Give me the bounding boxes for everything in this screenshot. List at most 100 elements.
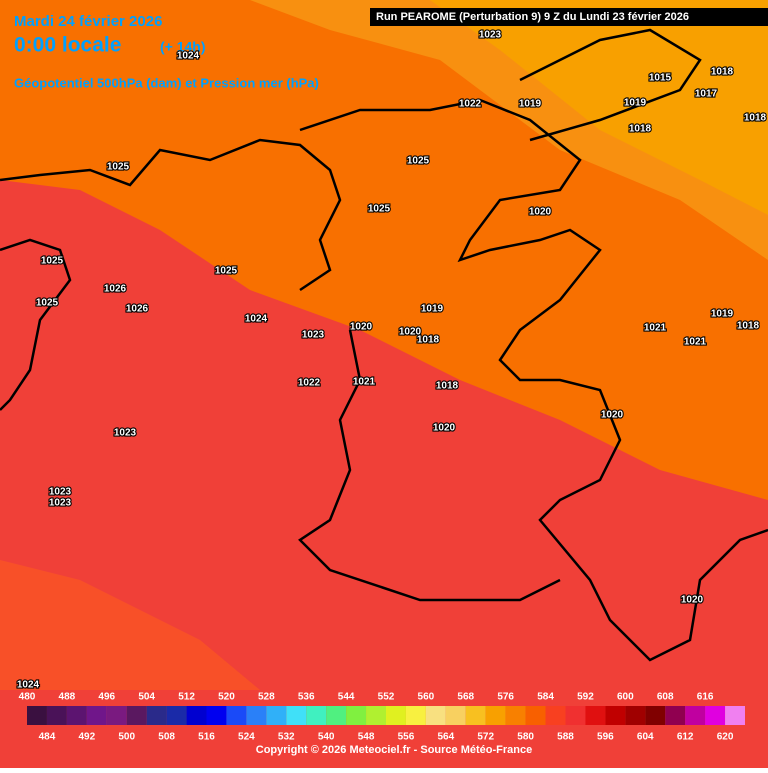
- legend-swatch: [665, 706, 686, 725]
- legend-swatch: [545, 706, 566, 725]
- legend-swatch: [27, 706, 47, 725]
- lead-time: (+ 14h): [160, 39, 206, 55]
- isobar-label: 1026: [104, 284, 127, 295]
- legend-label: 544: [338, 692, 355, 703]
- legend-label: 576: [497, 692, 514, 703]
- isobar-label: 1017: [695, 89, 718, 100]
- legend-swatch: [525, 706, 546, 725]
- isobar-label: 1020: [433, 423, 456, 434]
- isobar-label: 1020: [399, 327, 422, 338]
- isobar-label: 1022: [459, 99, 482, 110]
- legend-area: [0, 690, 768, 768]
- isobar-label: 1025: [368, 204, 391, 215]
- zone-580: [0, 560, 260, 690]
- coastline: [298, 329, 561, 602]
- run-title: Run PEAROME (Perturbation 9) 9 Z du Lund…: [376, 11, 689, 23]
- legend-label: 584: [537, 692, 554, 703]
- legend-swatch: [485, 706, 506, 725]
- legend-label: 496: [98, 692, 115, 703]
- legend-label: 568: [457, 692, 474, 703]
- isobar-label: 1020: [601, 410, 624, 421]
- legend-label: 512: [178, 692, 195, 703]
- isobar-label: 1023: [49, 498, 72, 509]
- coastlines: [0, 28, 768, 662]
- legend-swatch: [266, 706, 287, 725]
- isobar-label: 1021: [353, 377, 376, 388]
- legend-swatch: [605, 706, 626, 725]
- legend-label: 524: [238, 732, 255, 743]
- legend-label: 480: [19, 692, 36, 703]
- legend-swatch: [405, 706, 426, 725]
- legend-label: 620: [717, 732, 734, 743]
- coastline: [0, 238, 72, 411]
- isobar-label: 1025: [407, 156, 430, 167]
- isobar-label: 1020: [350, 322, 373, 333]
- isobar-label: 1021: [644, 323, 667, 334]
- legend-swatch: [246, 706, 267, 725]
- legend-label: 504: [138, 692, 155, 703]
- legend-swatch: [505, 706, 526, 725]
- isobar-label: 1018: [417, 335, 440, 346]
- legend-label: 608: [657, 692, 674, 703]
- legend-label: 508: [158, 732, 175, 743]
- legend-swatch: [146, 706, 167, 725]
- legend-label: 532: [278, 732, 295, 743]
- legend-swatch: [425, 706, 446, 725]
- legend-label: 488: [59, 692, 76, 703]
- isobar-label: 1015: [649, 73, 672, 84]
- isobar-label: 1025: [107, 162, 130, 173]
- legend-swatch: [645, 706, 666, 725]
- isobar-label: 1019: [624, 98, 647, 109]
- legend-swatch: [126, 706, 147, 725]
- legend-label: 540: [318, 732, 335, 743]
- isobar-label: 1020: [681, 595, 704, 606]
- legend-label: 484: [39, 732, 56, 743]
- legend-label: 604: [637, 732, 654, 743]
- date: Mardi 24 février 2026: [14, 13, 162, 30]
- legend-label: 600: [617, 692, 634, 703]
- isobar-label: 1024: [17, 680, 40, 691]
- legend-swatch: [186, 706, 207, 725]
- legend-swatch: [565, 706, 586, 725]
- isobar-label: 1018: [629, 124, 652, 135]
- isobar-label: 1024: [177, 51, 200, 62]
- isobar-label: 1025: [41, 256, 64, 267]
- legend-label: 564: [437, 732, 454, 743]
- isobar-label: 1018: [737, 321, 760, 332]
- legend-swatch: [465, 706, 486, 725]
- legend-label: 516: [198, 732, 215, 743]
- isobar-label: 1018: [711, 67, 734, 78]
- isobar-label: 1019: [711, 309, 734, 320]
- legend-swatch: [306, 706, 327, 725]
- legend-label: 500: [118, 732, 135, 743]
- run-banner: [370, 8, 768, 26]
- zone-572: [430, 0, 768, 215]
- local-time: 0:00 locale: [14, 34, 121, 57]
- legend-swatch: [625, 706, 646, 725]
- isobar-label: 1021: [684, 337, 707, 348]
- legend-swatch: [286, 706, 307, 725]
- legend-label: 492: [78, 732, 95, 743]
- isobar-label: 1024: [245, 314, 268, 325]
- isobar-label: 1020: [529, 207, 552, 218]
- legend-label: 588: [557, 732, 574, 743]
- legend-label: 548: [358, 732, 375, 743]
- legend-swatch: [725, 706, 745, 725]
- legend-swatch: [166, 706, 187, 725]
- legend-swatch: [685, 706, 706, 725]
- isobar-label: 1019: [519, 99, 542, 110]
- isobar: [0, 138, 342, 292]
- legend-label: 520: [218, 692, 235, 703]
- legend-label: 612: [677, 732, 694, 743]
- legend-label: 552: [378, 692, 395, 703]
- legend-label: 556: [398, 732, 415, 743]
- coastline: [519, 28, 702, 142]
- isobar-label: 1023: [114, 428, 137, 439]
- legend-swatch: [705, 706, 726, 725]
- legend-label: 528: [258, 692, 275, 703]
- legend-label: 536: [298, 692, 315, 703]
- legend-swatch: [386, 706, 406, 725]
- legend: 480 488 496 504 512 520 528 536 544 552 560 568 576 5…: [19, 692, 745, 743]
- legend-label: 616: [697, 692, 714, 703]
